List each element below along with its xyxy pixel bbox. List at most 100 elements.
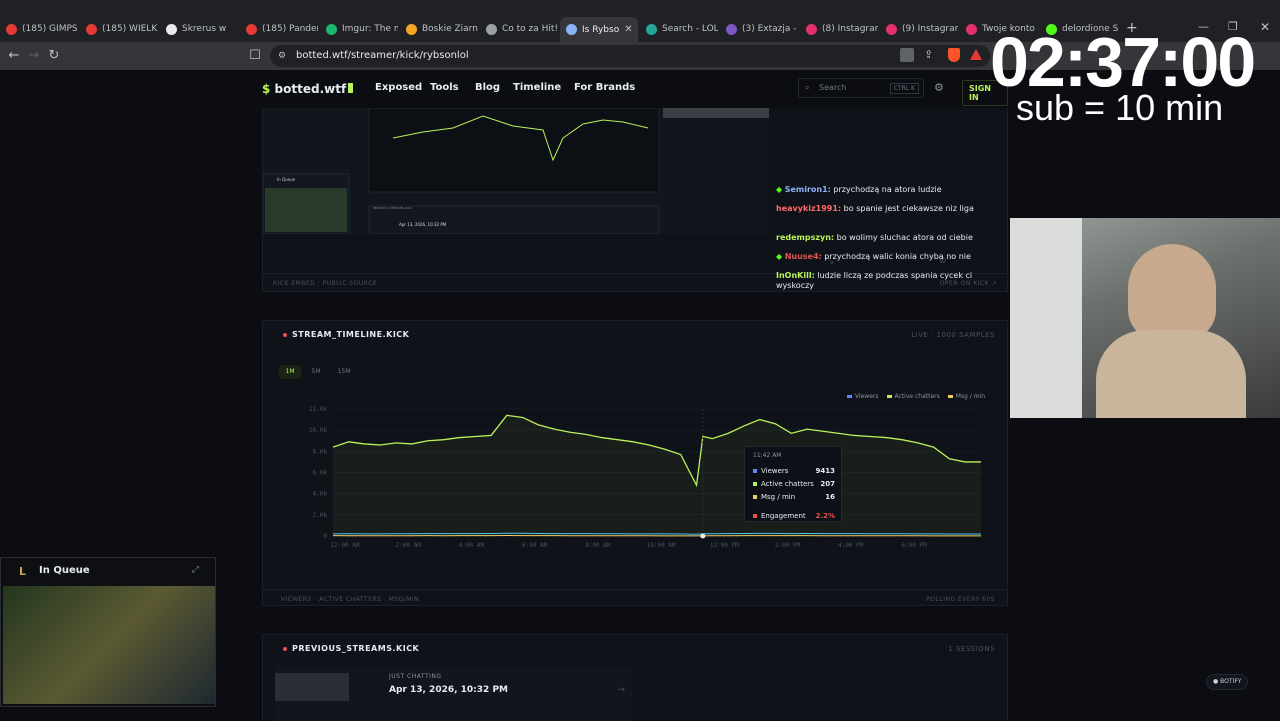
settings-icon[interactable]: ⚙ xyxy=(934,81,944,94)
tooltip-value: 9413 xyxy=(816,467,835,475)
search-placeholder: Search xyxy=(819,83,846,92)
legend-viewers-label: Viewers xyxy=(855,393,879,400)
search-input[interactable]: ⌕ Search CTRL K xyxy=(798,78,924,98)
site-logo[interactable]: $ botted.wtf xyxy=(262,82,353,96)
in-queue-pip: L In Queue ⤢ xyxy=(0,557,216,707)
tab-favicon-icon xyxy=(806,24,817,35)
share-icon[interactable]: ⇪ xyxy=(924,48,933,61)
chat-badge-icon: ◆ xyxy=(776,252,785,261)
browser-tab[interactable]: (185) GIMPS xyxy=(0,18,78,40)
browser-tab[interactable]: Imgur: The m xyxy=(320,18,398,40)
range-5m-button[interactable]: 5M xyxy=(305,365,327,379)
chat-text: przychodzą walic konia chyba no nie xyxy=(822,252,971,261)
league-logo-icon: L xyxy=(19,565,26,578)
search-icon: ⌕ xyxy=(805,79,809,97)
chat-text: bo wolimy sluchac atora od ciebie xyxy=(834,233,973,242)
tab-label: Search - LOL xyxy=(662,24,718,34)
browser-tab[interactable]: (9) Instagram xyxy=(880,18,958,40)
tooltip-swatch xyxy=(753,514,757,518)
nav-exposed[interactable]: Exposed xyxy=(375,82,422,93)
brave-shield-icon[interactable] xyxy=(948,48,960,62)
tab-favicon-icon xyxy=(166,24,177,35)
browser-tab[interactable]: (8) Instagram xyxy=(800,18,878,40)
range-15m-button[interactable]: 15M xyxy=(333,365,355,379)
chat-text: bo spanie jest ciekawsze niz liga xyxy=(841,204,974,213)
search-shortcut: CTRL K xyxy=(890,83,919,94)
range-1m-button[interactable]: 1M xyxy=(279,365,301,379)
chat-message: ◆ Semiron1: przychodzą na atora ludzie xyxy=(776,185,1006,195)
nav-tools[interactable]: Tools xyxy=(430,82,459,93)
reload-icon[interactable]: ↻ xyxy=(46,48,62,64)
tab-label: (185) Pandem xyxy=(262,24,318,34)
legend-chatters-label: Active chatters xyxy=(895,393,940,400)
back-icon[interactable]: ← xyxy=(6,48,22,64)
browser-tab[interactable]: (3) Extazja - xyxy=(720,18,798,40)
expand-icon[interactable]: ⤢ xyxy=(192,565,199,575)
logo-text: botted.wtf xyxy=(275,82,347,96)
chat-username[interactable]: redempszyn: xyxy=(776,233,834,242)
forward-icon[interactable]: → xyxy=(26,48,42,64)
legend-viewers[interactable]: Viewers xyxy=(847,393,879,400)
tooltip-swatch xyxy=(753,469,757,473)
browser-tab[interactable]: Is Rybso ✕ xyxy=(560,17,638,42)
browser-tab[interactable]: Co to za Hit! xyxy=(480,18,558,40)
browser-tab[interactable]: (185) Pandem xyxy=(240,18,318,40)
nav-timeline[interactable]: Timeline xyxy=(513,82,561,93)
tab-label: Imgur: The m xyxy=(342,24,398,34)
chat-username[interactable]: Semiron1: xyxy=(785,185,831,194)
pip-title: In Queue xyxy=(39,565,90,576)
timeline-meta: LIVE · 1000 SAMPLES xyxy=(911,331,995,339)
timeline-title: STREAM_TIMELINE.KICK xyxy=(283,330,409,339)
chat-username[interactable]: InOnKill: xyxy=(776,271,815,280)
webcam-feed xyxy=(1010,218,1280,418)
timeline-footer-divider xyxy=(263,589,1009,590)
rewards-icon[interactable] xyxy=(970,49,982,60)
legend-active-chatters[interactable]: Active chatters xyxy=(887,393,940,400)
tooltip-label: Msg / min xyxy=(761,493,795,501)
tooltip-swatch xyxy=(753,495,757,499)
browser-tab[interactable]: Boskie Ziarno xyxy=(400,18,478,40)
previous-stream-category: JUST CHATTING xyxy=(389,673,442,680)
translate-icon[interactable] xyxy=(900,48,914,62)
chat-username[interactable]: heavykiz1991: xyxy=(776,204,841,213)
nav-for-brands[interactable]: For Brands xyxy=(574,82,635,93)
site-header: $ botted.wtf Exposed Tools Blog Timeline… xyxy=(262,78,1008,100)
botify-label: BOTIFY xyxy=(1220,678,1241,685)
site-info-icon[interactable]: ⚙ xyxy=(278,45,286,67)
window-shape xyxy=(1010,218,1082,418)
browser-tab[interactable]: Skrerus w xyxy=(160,18,238,40)
chat-username[interactable]: Nuuse4: xyxy=(785,252,822,261)
embed-in-queue-label: In Queue xyxy=(277,177,295,182)
tab-favicon-icon xyxy=(566,24,577,35)
url-text: botted.wtf/streamer/kick/rybsonlol xyxy=(296,50,469,61)
stream-video-embed[interactable]: In Queue PREVIOUS_STREAMS.KICK Apr 13, 2… xyxy=(263,108,769,234)
embed-footer-source: KICK EMBED · PUBLIC SOURCE xyxy=(273,280,377,287)
browser-tab[interactable]: (185) WIELKI xyxy=(80,18,158,40)
tab-favicon-icon xyxy=(406,24,417,35)
tooltip-label: Active chatters xyxy=(761,480,814,488)
stream-timeline-panel: STREAM_TIMELINE.KICK LIVE · 1000 SAMPLES… xyxy=(262,320,1008,606)
tab-label: (9) Instagram xyxy=(902,24,958,34)
legend-msg-label: Msg / min xyxy=(956,393,985,400)
tab-favicon-icon xyxy=(966,24,977,35)
timeline-legend: Viewers Active chatters Msg / min xyxy=(839,393,985,400)
browser-tab[interactable]: Search - LOL xyxy=(640,18,718,40)
tab-close-icon[interactable]: ✕ xyxy=(624,24,632,35)
botify-button[interactable]: ● BOTIFY xyxy=(1206,674,1248,690)
nav-blog[interactable]: Blog xyxy=(475,82,500,93)
previous-streams-meta: 1 SESSIONS xyxy=(948,645,995,653)
streamer-silhouette xyxy=(1128,244,1216,340)
chat-message: InOnKill: ludzie liczą ze podczas spania… xyxy=(776,271,1006,291)
bookmark-icon[interactable]: ☐ xyxy=(247,48,263,64)
tab-label: Is Rybso xyxy=(582,25,619,35)
legend-msg-min[interactable]: Msg / min xyxy=(948,393,985,400)
previous-stream-row[interactable]: JUST CHATTING Apr 13, 2026, 10:32 PM → xyxy=(275,667,633,721)
tooltip-label: Viewers xyxy=(761,467,788,475)
tab-label: Skrerus w xyxy=(182,24,226,34)
embed-mini-date: Apr 13, 2026, 10:32 PM xyxy=(399,222,446,227)
url-input[interactable]: ⚙ botted.wtf/streamer/kick/rybsonlol xyxy=(270,45,990,67)
close-window-icon[interactable]: ✕ xyxy=(1260,20,1270,34)
